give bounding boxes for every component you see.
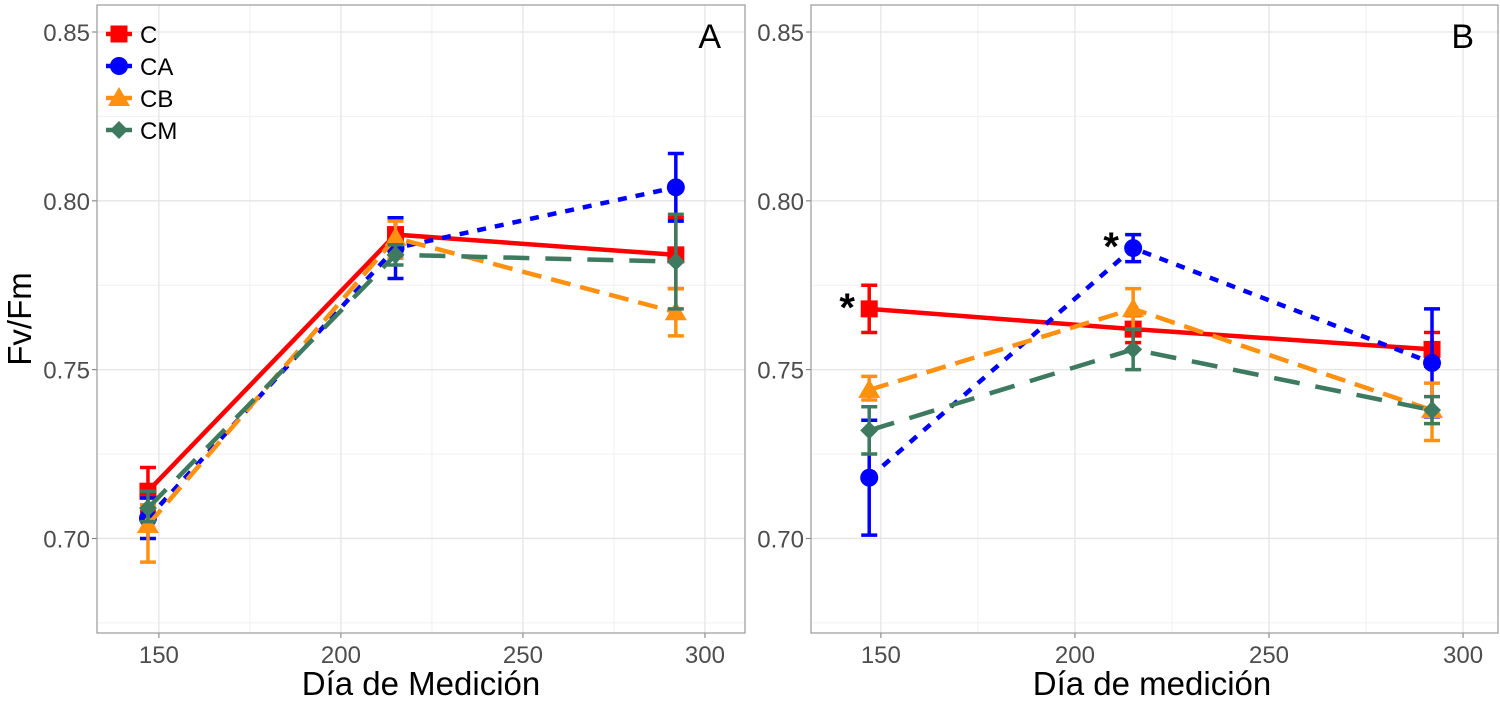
legend-marker-triangle (108, 87, 130, 106)
x-tick-label: 150 (861, 642, 901, 669)
data-point-circle (860, 468, 879, 487)
y-tick-label: 0.70 (43, 526, 90, 553)
legend-item-c: C (106, 22, 157, 49)
y-tick-label: 0.75 (757, 358, 804, 385)
legend-item-cm: CM (106, 118, 177, 145)
legend-label: CM (140, 118, 177, 145)
x-tick-label: 300 (1443, 642, 1483, 669)
x-axis-title: Día de Medición (302, 665, 540, 702)
legend-item-cb: CB (106, 86, 173, 113)
x-tick-label: 200 (321, 642, 361, 669)
legend-label: C (140, 22, 157, 49)
y-tick-label: 0.70 (757, 526, 804, 553)
x-tick-label: 200 (1055, 642, 1095, 669)
series-cm (860, 327, 1442, 456)
data-point-triangle (384, 226, 407, 246)
x-tick-label: 250 (1249, 642, 1289, 669)
legend-label: CB (140, 86, 173, 113)
data-point-square (860, 300, 878, 318)
significance-asterisk: * (1103, 225, 1119, 269)
legend-marker-square (110, 25, 128, 43)
y-axis-title: Fv/Fm (1, 272, 38, 365)
legend-marker-circle (110, 57, 128, 75)
panel-a: 150 200 250 300 0.70 0.75 0.80 0.85 Día de Medic… (1, 4, 746, 702)
data-point-diamond (138, 499, 157, 518)
plot-border (96, 4, 746, 634)
data-point-circle (666, 178, 685, 197)
data-point-diamond (386, 245, 405, 264)
x-tick-label: 300 (685, 642, 725, 669)
legend-marker-diamond (110, 121, 128, 139)
panel-tag: A (698, 18, 721, 56)
data-point-diamond (860, 421, 879, 440)
plot-background (811, 5, 1498, 633)
x-tick-label: 150 (139, 642, 179, 669)
data-point-triangle (664, 301, 687, 321)
significance-asterisk: * (839, 286, 855, 330)
data-point-triangle (136, 513, 159, 533)
y-tick-label: 0.80 (43, 189, 90, 216)
data-point-diamond (1423, 401, 1442, 420)
data-point-circle (1423, 353, 1442, 372)
data-point-diamond (1124, 340, 1143, 359)
legend-item-ca: CA (106, 54, 173, 81)
legend-label: CA (140, 54, 173, 81)
data-point-triangle (1122, 297, 1145, 317)
legend: C CA CB CM (106, 22, 177, 145)
series-cm (138, 212, 685, 524)
data-point-diamond (666, 252, 685, 271)
x-axis-title: Día de medición (1033, 665, 1271, 702)
y-tick-label: 0.80 (757, 189, 804, 216)
plot-border (810, 4, 1499, 634)
y-tick-label: 0.75 (43, 358, 90, 385)
data-point-circle (1124, 239, 1143, 258)
panel-tag: B (1451, 18, 1474, 56)
y-tick-label: 0.85 (757, 20, 804, 47)
x-tick-label: 250 (503, 642, 543, 669)
plot-background (97, 5, 745, 633)
panel-b: 150 200 250 300 0.70 0.75 0.80 0.85 Día de medic… (757, 4, 1499, 702)
data-point-triangle (858, 378, 881, 398)
y-tick-label: 0.85 (43, 20, 90, 47)
